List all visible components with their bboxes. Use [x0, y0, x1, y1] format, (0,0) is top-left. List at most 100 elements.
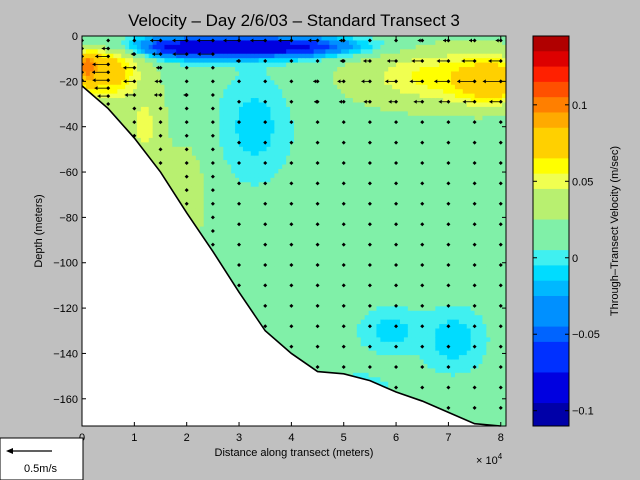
field-cell [266, 248, 272, 254]
field-cell [188, 71, 193, 77]
field-cell [215, 120, 221, 126]
field-cell [215, 177, 221, 183]
field-cell [294, 341, 299, 347]
field-cell [223, 168, 228, 174]
field-cell [278, 62, 283, 68]
field-cell [294, 62, 299, 68]
field-cell [266, 58, 272, 64]
field-cell [136, 62, 142, 68]
field-cell [290, 84, 295, 90]
field-cell [203, 129, 209, 135]
field-cell [160, 67, 166, 73]
field-cell [290, 80, 295, 86]
field-cell [211, 164, 217, 170]
field-cell [223, 208, 228, 214]
field-cell [270, 262, 275, 268]
field-cell [140, 67, 146, 73]
field-cell [246, 248, 252, 254]
field-cell [294, 231, 299, 237]
field-cell [93, 40, 99, 46]
field-cell [294, 244, 299, 250]
field-cell [160, 62, 166, 68]
field-cell [294, 195, 299, 201]
field-cell [160, 137, 166, 143]
field-cell [282, 310, 287, 316]
field-cell [199, 102, 205, 108]
field-cell [250, 173, 256, 179]
field-cell [294, 217, 299, 223]
field-cell [262, 319, 268, 325]
field-cell [148, 40, 154, 46]
field-cell [133, 98, 138, 104]
field-cell [199, 151, 205, 157]
field-cell [235, 142, 240, 148]
field-cell [168, 93, 173, 99]
field-cell [227, 262, 232, 268]
field-cell [199, 199, 205, 206]
field-cell [223, 102, 228, 108]
field-cell [89, 49, 95, 55]
field-cell [294, 133, 299, 139]
field-cell [246, 40, 252, 46]
field-cell [258, 115, 264, 121]
field-cell [172, 71, 177, 77]
field-cell [242, 93, 248, 99]
field-cell [227, 44, 232, 50]
field-cell [207, 133, 213, 139]
field-cell [290, 191, 295, 197]
field-cell [195, 67, 201, 73]
field-cell [176, 40, 181, 46]
field-cell [297, 301, 303, 307]
field-cell [180, 36, 185, 42]
field-cell [121, 98, 126, 104]
field-cell [254, 244, 260, 250]
field-cell [301, 36, 307, 42]
field-cell [219, 93, 224, 99]
field-cell [160, 124, 166, 130]
field-cell [231, 142, 236, 148]
field-cell [286, 115, 291, 121]
field-cell [290, 75, 295, 81]
field-cell [219, 231, 224, 237]
field-cell [246, 160, 252, 166]
field-cell [258, 293, 264, 299]
field-cell [184, 102, 189, 108]
field-cell [301, 124, 307, 130]
field-cell [199, 142, 205, 148]
field-cell [301, 275, 307, 281]
field-cell [121, 93, 126, 99]
field-cell [109, 71, 115, 77]
field-cell [117, 93, 122, 99]
field-cell [242, 49, 248, 55]
field-cell [250, 191, 256, 197]
field-cell [274, 40, 279, 46]
field-cell [282, 124, 287, 130]
field-cell [294, 137, 299, 143]
field-cell [227, 199, 232, 206]
field-cell [207, 168, 213, 174]
field-cell [242, 98, 248, 104]
field-cell [117, 67, 122, 73]
field-cell [195, 160, 201, 166]
field-cell [164, 124, 169, 130]
field-cell [250, 297, 256, 303]
field-cell [286, 111, 291, 117]
field-cell [270, 124, 275, 130]
field-cell [297, 186, 303, 192]
field-cell [191, 49, 197, 55]
field-cell [282, 222, 287, 228]
field-cell [250, 266, 256, 272]
field-cell [136, 89, 142, 95]
field-cell [121, 106, 126, 112]
field-cell [215, 106, 221, 112]
field-cell [219, 239, 224, 245]
field-cell [129, 129, 134, 135]
field-cell [148, 155, 154, 161]
field-cell [223, 235, 228, 241]
field-cell [203, 137, 209, 143]
field-cell [188, 58, 193, 64]
field-cell [168, 182, 173, 188]
field-cell [270, 324, 275, 330]
field-cell [211, 62, 217, 68]
field-cell [297, 67, 303, 73]
